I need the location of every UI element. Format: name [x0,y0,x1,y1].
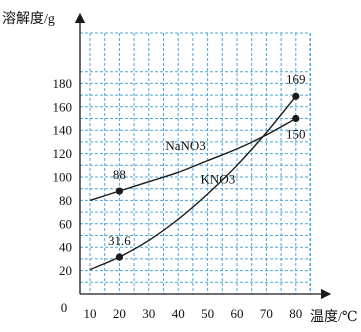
data-point [115,187,123,195]
x-tick-label: 30 [142,306,155,321]
x-tick-label: 40 [172,306,185,321]
y-tick-label: 20 [59,263,72,278]
axes [74,12,332,300]
y-tick-label: 40 [59,240,72,255]
y-tick-label: 100 [53,170,73,185]
y-tick-label: 80 [59,193,72,208]
data-point-label: 31.6 [108,233,131,248]
y-tick-label: 180 [53,76,73,91]
y-tick-label: 60 [59,216,72,231]
x-tick-label: 10 [84,306,97,321]
y-tick-label: 160 [53,99,73,114]
y-tick-label: 120 [53,146,73,161]
data-point [115,253,123,261]
x-tick-label: 20 [113,306,126,321]
data-point-label: 150 [286,127,306,142]
x-tick-label: 50 [201,306,214,321]
y-tick-label: 140 [53,123,73,138]
series-label-nano3: NaNO3 [165,138,205,153]
x-tick-label: 70 [260,306,273,321]
y-tick-label: 0 [61,300,68,315]
x-axis-title: 温度/℃ [310,309,358,325]
x-tick-label: 80 [289,306,302,321]
y-axis-title: 溶解度/g [2,11,55,27]
series-label-kno3: KNO3 [201,172,236,187]
x-tick-label: 60 [231,306,244,321]
data-point [292,92,300,100]
grid [79,32,311,295]
labels: 10 20 30 40 50 60 70 80 0 20 40 60 80 100 120 140 160 180… [2,11,358,325]
data-point [292,114,300,123]
data-point-label: 169 [286,71,306,86]
data-points [115,92,300,261]
data-point-label: 88 [113,167,126,182]
